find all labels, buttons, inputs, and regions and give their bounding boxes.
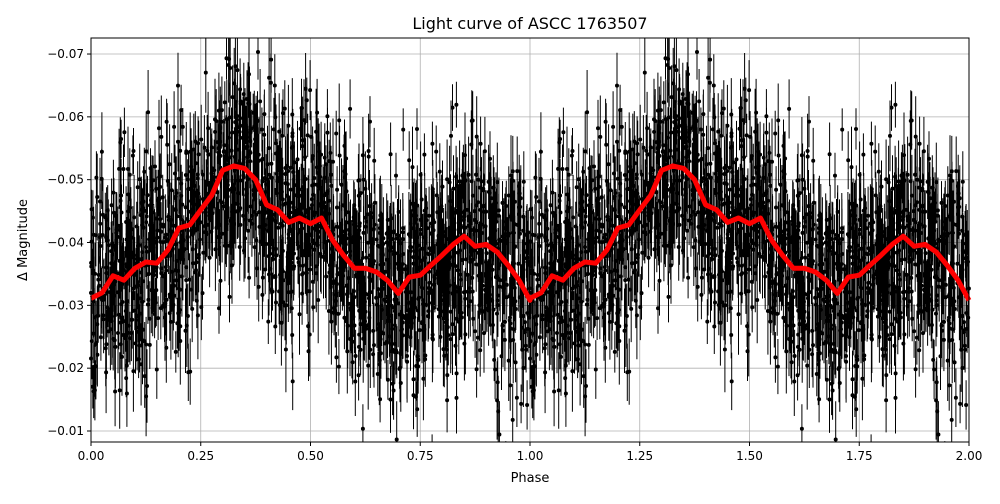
x-tick-label: 1.00 xyxy=(517,449,544,463)
y-tick-label: −0.03 xyxy=(47,298,84,312)
y-tick-label: −0.01 xyxy=(47,424,84,438)
binned-mean-curve xyxy=(89,163,972,303)
x-tick-label: 0.75 xyxy=(407,449,434,463)
y-tick-label: −0.07 xyxy=(47,47,84,61)
x-tick-label: 0.50 xyxy=(297,449,324,463)
y-axis: −0.07 −0.06 −0.05 −0.04 −0.03 −0.02 −0.01 xyxy=(47,47,91,438)
x-tick-label: 1.50 xyxy=(736,449,763,463)
y-axis-label: Δ Magnitude xyxy=(16,199,31,281)
y-tick-label: −0.06 xyxy=(47,110,84,124)
x-tick-label: 0.00 xyxy=(78,449,105,463)
y-tick-label: −0.05 xyxy=(47,173,84,187)
chart-title: Light curve of ASCC 1763507 xyxy=(412,14,647,33)
y-tick-label: −0.04 xyxy=(47,236,84,250)
x-tick-label: 0.25 xyxy=(187,449,214,463)
x-axis-label: Phase xyxy=(511,471,550,486)
x-tick-label: 1.75 xyxy=(846,449,873,463)
x-tick-label: 1.25 xyxy=(626,449,653,463)
x-tick-label: 2.00 xyxy=(956,449,983,463)
x-axis: 0.00 0.25 0.50 0.75 1.00 1.25 1.50 1.75 2.00 xyxy=(78,442,983,463)
y-tick-label: −0.02 xyxy=(47,361,84,375)
